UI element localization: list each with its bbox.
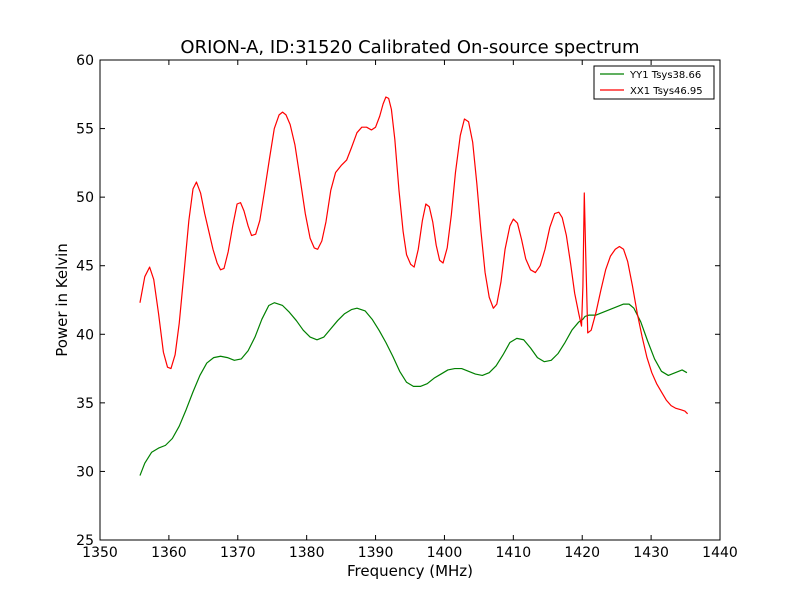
x-tick-label: 1360 [151,545,187,561]
y-tick-label: 60 [76,53,94,69]
y-tick-label: 45 [76,259,94,275]
y-tick-label: 55 [76,122,94,138]
x-tick-label: 1400 [427,545,463,561]
x-tick-label: 1350 [82,545,118,561]
x-tick-label: 1440 [702,545,738,561]
legend-label-xx1: XX1 Tsys46.95 [630,86,703,97]
x-tick-label: 1370 [220,545,256,561]
series-line-yy1 [139,302,688,476]
x-axis-label: Frequency (MHz) [347,562,473,580]
x-tick-label: 1430 [633,545,669,561]
x-tick-label: 1380 [289,545,325,561]
y-tick-label: 50 [76,190,94,206]
chart-title: ORION-A, ID:31520 Calibrated On-source s… [180,37,639,58]
y-tick-label: 35 [76,396,94,412]
legend: YY1 Tsys38.66 XX1 Tsys46.95 [593,65,715,100]
y-axis-ticks: 25 30 35 40 45 50 55 60 [76,53,720,549]
y-tick-label: 40 [76,327,94,343]
x-tick-label: 1420 [564,545,600,561]
y-axis-label: Power in Kelvin [53,243,71,357]
series-layer [139,96,689,476]
legend-box [593,65,715,100]
series-line-xx1 [139,96,689,415]
legend-label-yy1: YY1 Tsys38.66 [629,70,701,81]
plot-area [99,59,721,541]
x-tick-label: 1410 [496,545,532,561]
x-tick-label: 1390 [358,545,394,561]
x-axis-ticks: 1350 1360 1370 1380 1390 1400 1410 1420 1430 1440 [82,60,738,561]
axes-frame [99,59,721,541]
y-tick-label: 25 [76,533,94,549]
y-tick-label: 30 [76,464,94,480]
